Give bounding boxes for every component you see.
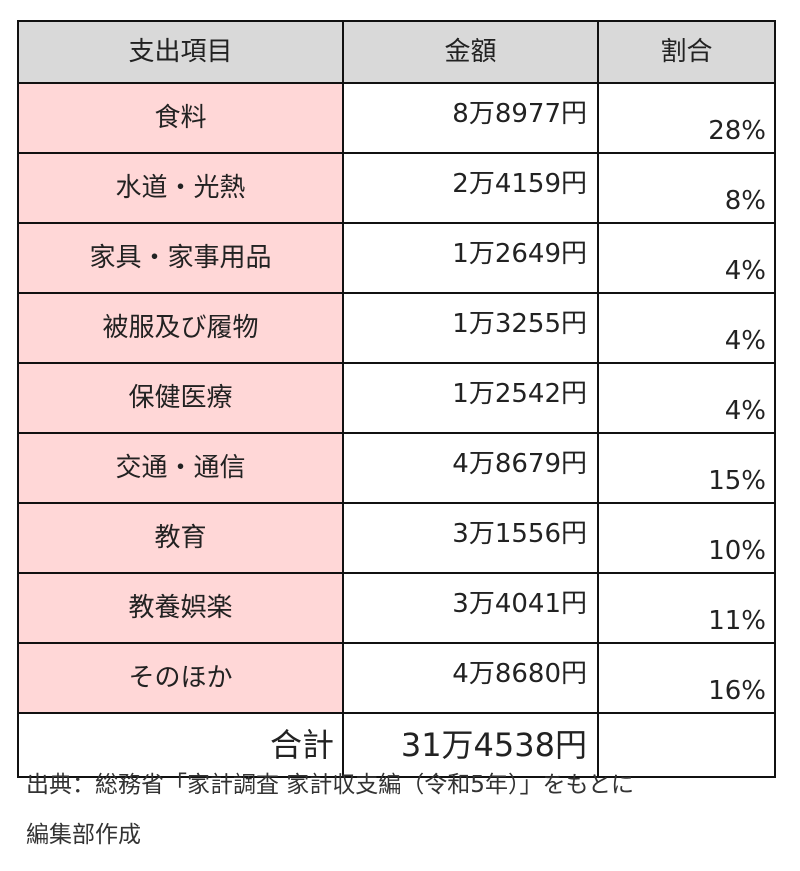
item-cell: 家具・家事用品 [17,222,344,294]
item-cell: 保健医療 [17,362,344,434]
item-cell: 教養娯楽 [17,572,344,644]
amount-cell: 4万8680円 [342,642,599,714]
amount-cell: 3万4041円 [342,572,599,644]
table-row: 交通・通信 4万8679円 15% [17,432,776,504]
table-row: 被服及び履物 1万3255円 4% [17,292,776,364]
item-cell: 被服及び履物 [17,292,344,364]
item-cell: 教育 [17,502,344,574]
ratio-cell: 16% [597,642,776,714]
amount-cell: 3万1556円 [342,502,599,574]
header-amount: 金額 [342,20,599,84]
total-ratio [597,712,776,778]
footnote-line-2: 編集部作成 [26,822,141,848]
item-cell: 食料 [17,82,344,154]
ratio-cell: 4% [597,292,776,364]
total-amount: 31万4538円 [342,712,599,778]
ratio-cell: 8% [597,152,776,224]
table-row: 家具・家事用品 1万2649円 4% [17,222,776,294]
item-cell: 交通・通信 [17,432,344,504]
total-row: 合計 31万4538円 [17,712,776,778]
amount-cell: 1万2649円 [342,222,599,294]
table-row: 食料 8万8977円 28% [17,82,776,154]
ratio-cell: 15% [597,432,776,504]
header-item: 支出項目 [17,20,344,84]
ratio-cell: 4% [597,362,776,434]
table-row: そのほか 4万8680円 16% [17,642,776,714]
ratio-cell: 4% [597,222,776,294]
table-row: 教育 3万1556円 10% [17,502,776,574]
total-label: 合計 [17,712,344,778]
item-cell: そのほか [17,642,344,714]
table-row: 水道・光熱 2万4159円 8% [17,152,776,224]
amount-cell: 1万3255円 [342,292,599,364]
table-header-row: 支出項目 金額 割合 [17,20,776,84]
table-row: 保健医療 1万2542円 4% [17,362,776,434]
source-footnote: 出典：総務省「家計調査 家計収支編（令和5年）」をもとに 編集部作成 [26,760,776,860]
footnote-line-1: 出典：総務省「家計調査 家計収支編（令和5年）」をもとに [26,772,634,798]
amount-cell: 8万8977円 [342,82,599,154]
amount-cell: 4万8679円 [342,432,599,504]
ratio-cell: 10% [597,502,776,574]
amount-cell: 2万4159円 [342,152,599,224]
ratio-cell: 11% [597,572,776,644]
expense-table: 支出項目 金額 割合 食料 8万8977円 28% 水道・光熱 2万4159円 … [17,20,776,778]
amount-cell: 1万2542円 [342,362,599,434]
ratio-cell: 28% [597,82,776,154]
item-cell: 水道・光熱 [17,152,344,224]
table-row: 教養娯楽 3万4041円 11% [17,572,776,644]
header-ratio: 割合 [597,20,776,84]
